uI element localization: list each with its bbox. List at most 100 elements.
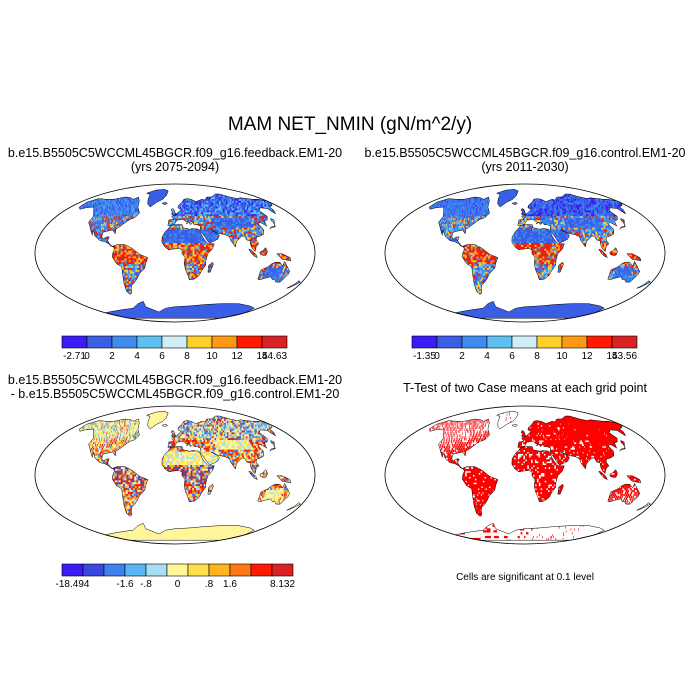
coastline-indonesia-sumatra [248, 470, 258, 481]
control-colorbar-swatch [411, 335, 438, 349]
difference-colorbar-swatch [250, 563, 273, 577]
land-new-zealand [286, 502, 301, 511]
feedback-colorbar-swatch [161, 335, 188, 349]
map-boundary [34, 405, 316, 545]
difference-colorbar-label: 1.6 [200, 579, 260, 590]
coastline-indonesia-sumatra [598, 248, 608, 259]
control-colorbar-label: 14 [582, 351, 642, 362]
difference-colorbar-label: -.8 [116, 579, 176, 590]
difference-colorbar-label: 8.132 [253, 579, 313, 590]
control-colorbar-label: 12 [557, 351, 617, 362]
control-colorbar-swatch [586, 335, 613, 349]
control-colorbar-swatch [436, 335, 463, 349]
feedback-colorbar-swatch [211, 335, 238, 349]
control-colorbar-label: 0 [407, 351, 467, 362]
coastline-madagascar [207, 483, 214, 495]
coastline-eurasia [517, 193, 627, 252]
feedback-colorbar-label: 2 [82, 351, 142, 362]
coastline-australia [257, 260, 290, 283]
coastline-australia [607, 482, 640, 505]
coastline-south-america [461, 466, 499, 517]
land-antarctica [455, 301, 605, 319]
coastline-iceland [161, 424, 169, 427]
coastline-eurasia [517, 415, 627, 474]
coastline-indonesia-sumatra [598, 470, 608, 481]
coastline-japan [619, 218, 626, 230]
map-boundary [34, 183, 316, 323]
ttest-note: Cells are significant at 0.1 level [350, 572, 700, 583]
control-colorbar-swatch [611, 335, 638, 349]
coastline-japan [269, 218, 276, 230]
coastline-uk [170, 208, 176, 216]
feedback-colorbar-swatch [111, 335, 138, 349]
land-new-zealand [636, 502, 651, 511]
feedback-colorbar [61, 335, 288, 349]
map-boundary [384, 183, 666, 323]
land-greenland [496, 411, 519, 429]
land-antarctica [105, 523, 255, 541]
feedback-colorbar-label: 6 [132, 351, 192, 362]
coastline-africa [511, 446, 565, 503]
coastline-iceland [511, 202, 519, 205]
ttest-map [384, 405, 666, 545]
control-colorbar-label: 4 [457, 351, 517, 362]
control-colorbar-label: 8 [507, 351, 567, 362]
feedback-colorbar-swatch [261, 335, 288, 349]
difference-colorbar-swatch [61, 563, 84, 577]
feedback-colorbar-label: 0 [57, 351, 117, 362]
control-colorbar-swatch [536, 335, 563, 349]
coastline-antarctica [455, 300, 605, 319]
control-colorbar-swatch [486, 335, 513, 349]
control-colorbar-label: -1.35 [395, 351, 455, 362]
difference-colorbar-label: -1.6 [95, 579, 155, 590]
land-antarctica [455, 523, 605, 541]
coastline-eurasia [167, 193, 277, 252]
coastline-north-america [429, 418, 490, 470]
difference-colorbar-label: -18.494 [43, 579, 103, 590]
coastline-north-america [79, 196, 140, 248]
coastline-north-america [79, 418, 140, 470]
coastline-uk [520, 208, 526, 216]
panel-feedback-title: b.e15.B5505C5WCCML45BGCR.f09_g16.feedbac… [0, 146, 350, 174]
land-antarctica [105, 301, 255, 319]
difference-colorbar-swatch [124, 563, 147, 577]
feedback-colorbar-label: 10 [182, 351, 242, 362]
coastline-madagascar [207, 261, 214, 273]
land-new-zealand [286, 280, 301, 289]
coastline-antarctica [105, 300, 255, 319]
difference-colorbar-label: .8 [179, 579, 239, 590]
difference-colorbar [61, 563, 294, 577]
panel-ttest-title-line1: T-Test of two Case means at each grid po… [350, 381, 700, 395]
coastline-iceland [161, 202, 169, 205]
coastline-south-america [461, 244, 499, 295]
feedback-colorbar-label: 14 [232, 351, 292, 362]
feedback-colorbar-swatch [86, 335, 113, 349]
panel-difference-title-line2: - b.e15.B5505C5WCCML45BGCR.f09_g16.contr… [0, 387, 350, 401]
difference-colorbar-swatch [229, 563, 252, 577]
panel-feedback-title-line2: (yrs 2075-2094) [0, 160, 350, 174]
map-boundary [384, 405, 666, 545]
feedback-colorbar-swatch [61, 335, 88, 349]
panel-control-title-line1: b.e15.B5505C5WCCML45BGCR.f09_g16.control… [350, 146, 700, 160]
coastline-indonesia-borneo [259, 469, 268, 478]
panel-difference-title-line1: b.e15.B5505C5WCCML45BGCR.f09_g16.feedbac… [0, 373, 350, 387]
panel-feedback-title-line1: b.e15.B5505C5WCCML45BGCR.f09_g16.feedbac… [0, 146, 350, 160]
coastline-new-zealand [636, 502, 651, 511]
coastline-greenland [496, 411, 519, 430]
difference-colorbar-label: 0 [148, 579, 208, 590]
feedback-colorbar-swatch [136, 335, 163, 349]
panel-difference-title: b.e15.B5505C5WCCML45BGCR.f09_g16.feedbac… [0, 373, 350, 401]
coastline-indonesia-sumatra [248, 248, 258, 259]
control-colorbar-label: 53.56 [595, 351, 655, 362]
panel-control-title: b.e15.B5505C5WCCML45BGCR.f09_g16.control… [350, 146, 700, 174]
land-greenland [146, 189, 169, 207]
land-greenland [496, 189, 519, 207]
figure-title: MAM NET_NMIN (gN/m^2/y) [0, 114, 700, 136]
land-greenland [146, 411, 169, 429]
coastline-iceland [511, 424, 519, 427]
difference-colorbar-swatch [82, 563, 105, 577]
difference-map [34, 405, 316, 545]
coastline-new-guinea [276, 253, 292, 262]
coastline-japan [619, 440, 626, 452]
coastline-north-america [429, 196, 490, 248]
